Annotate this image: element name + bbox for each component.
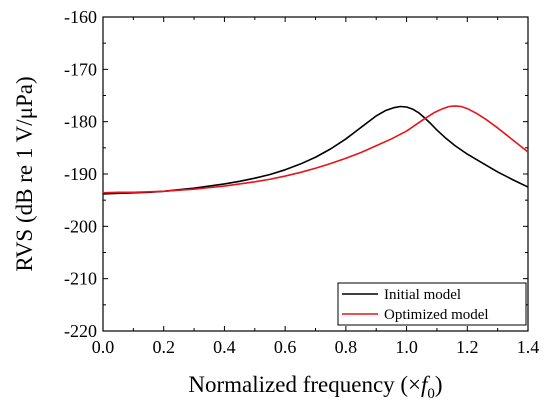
y-tick-label: -160: [64, 7, 97, 27]
x-axis-title-close: ): [435, 372, 443, 397]
y-tick-label: -170: [64, 59, 97, 79]
x-tick-label: 1.0: [395, 337, 418, 357]
series-line-initial-model: [102, 105, 529, 195]
x-axis-title-sub: 0: [427, 386, 435, 402]
legend-box: [337, 282, 527, 326]
axis-ticks: 0.0 0.2 0.4 0.6 0.8 1.0 1.2 1.4 -160 -170 -180 -190…: [64, 7, 539, 357]
legend: Initial model Optimized model: [337, 282, 527, 326]
y-tick-label: -220: [64, 321, 97, 341]
x-tick-label: 1.4: [517, 337, 540, 357]
x-tick-label: 0.8: [335, 337, 358, 357]
y-tick-label: -190: [64, 164, 97, 184]
y-tick-label: -210: [64, 269, 97, 289]
legend-label: Optimized model: [384, 307, 489, 323]
x-axis-title: Normalized frequency (×f0): [188, 372, 442, 402]
y-tick-label: -180: [64, 112, 97, 132]
series-line-optimized-model: [102, 105, 529, 194]
x-tick-label: 0.0: [92, 337, 115, 357]
y-tick-label: -200: [64, 216, 97, 236]
x-tick-label: 0.2: [152, 337, 175, 357]
x-tick-label: 0.4: [213, 337, 236, 357]
x-tick-label: 1.2: [456, 337, 479, 357]
y-axis-title: RVS (dB re 1 V/μPa): [12, 76, 37, 271]
legend-label: Initial model: [384, 287, 461, 303]
x-axis-title-var: f: [421, 372, 431, 397]
x-axis-title-main: Normalized frequency (×: [188, 372, 421, 397]
x-tick-label: 0.6: [274, 337, 297, 357]
series-lines: [102, 105, 529, 195]
